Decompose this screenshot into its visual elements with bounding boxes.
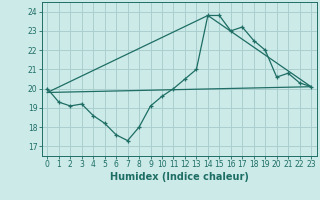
X-axis label: Humidex (Indice chaleur): Humidex (Indice chaleur): [110, 172, 249, 182]
